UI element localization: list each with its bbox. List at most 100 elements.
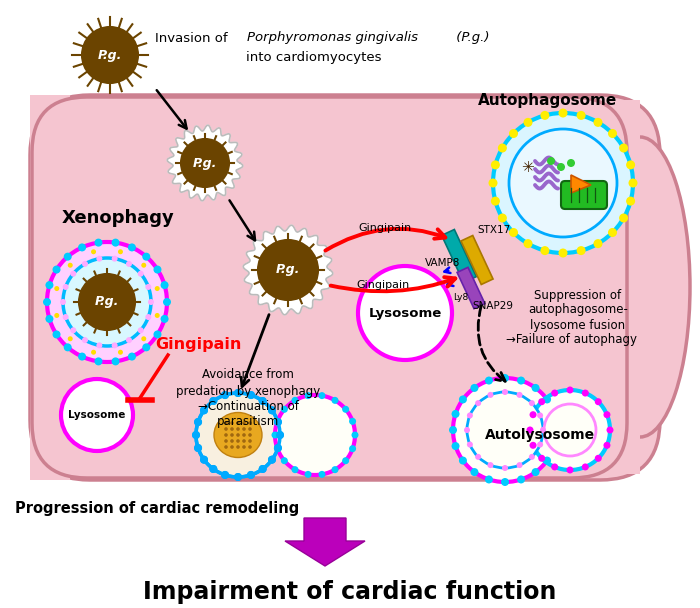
Circle shape [608,228,617,237]
Circle shape [464,427,470,433]
Circle shape [281,457,288,465]
Circle shape [94,358,102,365]
Circle shape [194,418,202,426]
Circle shape [557,163,565,171]
Circle shape [276,431,284,439]
Circle shape [221,471,229,479]
Circle shape [594,118,603,127]
Circle shape [274,444,282,452]
FancyBboxPatch shape [561,181,607,209]
Circle shape [64,344,71,351]
Circle shape [163,298,171,306]
Circle shape [529,454,535,460]
Circle shape [358,266,452,360]
Circle shape [467,412,473,418]
Text: into cardiomyocytes: into cardiomyocytes [246,50,382,63]
Circle shape [485,376,493,384]
Circle shape [194,444,202,452]
Circle shape [128,243,136,252]
Circle shape [230,433,234,437]
Circle shape [97,256,102,261]
Circle shape [52,330,60,339]
Text: Gingipain: Gingipain [155,337,241,353]
Circle shape [242,433,246,437]
Circle shape [529,411,536,418]
Circle shape [61,379,133,451]
Circle shape [537,412,543,418]
Text: Autolysosome: Autolysosome [485,428,595,442]
Circle shape [475,454,481,460]
Circle shape [603,442,610,449]
Circle shape [118,249,123,254]
Circle shape [582,390,589,396]
Circle shape [509,228,518,237]
Circle shape [248,445,252,449]
Circle shape [234,389,242,397]
Text: P.g.: P.g. [276,263,300,277]
Circle shape [274,418,282,426]
Circle shape [97,342,102,348]
Circle shape [200,455,208,464]
Circle shape [247,391,255,399]
Circle shape [274,418,281,425]
Circle shape [82,337,88,343]
Circle shape [230,445,234,449]
Circle shape [540,427,546,433]
Text: Porphyromonas gingivalis: Porphyromonas gingivalis [247,32,418,44]
Circle shape [498,213,507,223]
Circle shape [349,445,356,452]
Text: VAMP8: VAMP8 [425,258,461,268]
Circle shape [148,299,154,305]
Circle shape [537,441,543,447]
Circle shape [272,432,279,438]
Circle shape [453,378,557,482]
Circle shape [247,471,255,479]
Circle shape [501,478,509,486]
Ellipse shape [214,412,262,457]
Circle shape [608,129,617,138]
Circle shape [538,455,545,462]
Circle shape [567,159,575,167]
Circle shape [155,313,160,318]
Circle shape [529,442,536,449]
Text: Xenophagy: Xenophagy [62,209,175,227]
Circle shape [209,465,217,473]
Bar [442,229,476,283]
Circle shape [153,330,162,339]
Circle shape [470,468,478,476]
Circle shape [126,337,132,343]
Circle shape [70,327,76,333]
Circle shape [155,286,160,291]
Ellipse shape [590,137,690,437]
Circle shape [467,392,543,468]
Text: (P.g.): (P.g.) [452,32,489,44]
Circle shape [63,284,69,290]
Circle shape [540,111,550,120]
Circle shape [78,243,86,252]
Text: SNAP29: SNAP29 [472,301,513,311]
Circle shape [517,392,522,398]
Circle shape [234,473,242,481]
Circle shape [274,418,282,426]
Circle shape [248,421,252,425]
Circle shape [181,139,229,187]
Circle shape [60,299,66,305]
Circle shape [242,445,246,449]
Polygon shape [571,175,591,193]
Circle shape [138,327,144,333]
Circle shape [236,433,240,437]
Text: Autophagosome: Autophagosome [478,94,617,108]
Circle shape [43,298,51,306]
Circle shape [47,242,167,362]
Circle shape [595,455,602,462]
Circle shape [349,418,356,425]
Circle shape [138,271,144,277]
Circle shape [626,161,635,170]
Circle shape [452,410,459,418]
Circle shape [577,111,586,120]
Circle shape [128,353,136,361]
Circle shape [342,406,349,413]
Circle shape [111,358,120,365]
Circle shape [242,427,246,431]
Circle shape [236,427,240,431]
